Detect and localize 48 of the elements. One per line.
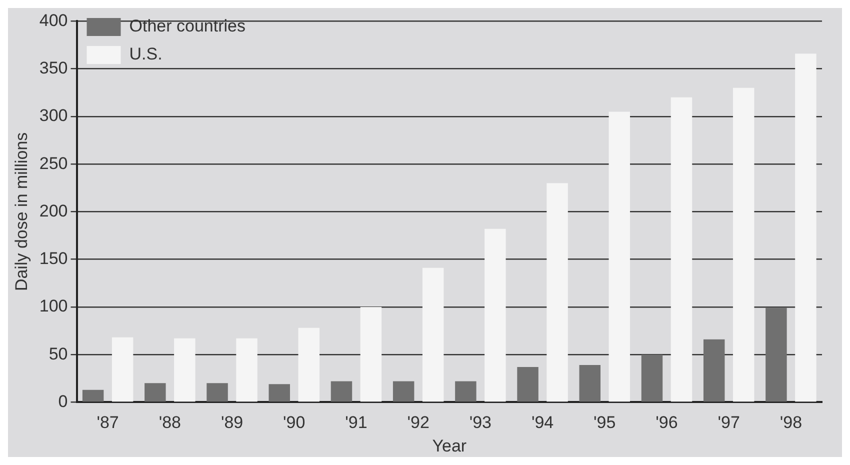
bar <box>236 338 258 402</box>
x-tick-label: '94 <box>531 413 554 432</box>
bar <box>392 381 414 402</box>
x-tick-label: '92 <box>407 413 430 432</box>
bar <box>641 354 663 402</box>
bar <box>670 97 692 402</box>
bar <box>360 306 382 402</box>
x-tick-label: '91 <box>345 413 368 432</box>
bar <box>546 183 568 402</box>
x-tick-label: '97 <box>718 413 740 432</box>
bar <box>517 366 538 402</box>
y-axis-title: Daily dose in millions <box>12 132 31 292</box>
y-tick-label: 400 <box>39 10 68 30</box>
x-tick-label: '90 <box>283 413 306 432</box>
bar <box>82 390 104 402</box>
y-tick-label: 50 <box>48 344 68 364</box>
x-axis-title: Year <box>432 436 467 456</box>
bar <box>330 381 352 402</box>
bar <box>112 337 134 402</box>
x-tick-label: '98 <box>780 413 802 432</box>
bar <box>298 328 320 402</box>
y-tick-label: 150 <box>39 249 68 268</box>
x-tick-label: '89 <box>220 413 244 432</box>
x-tick-label: '95 <box>594 413 616 432</box>
bar <box>732 88 754 402</box>
bar <box>795 54 816 402</box>
y-tick-label: 200 <box>39 201 68 220</box>
y-tick-label: 250 <box>39 154 68 173</box>
bar <box>579 365 601 402</box>
y-tick-label: 0 <box>58 392 68 411</box>
x-tick-label: '87 <box>96 413 119 432</box>
bar <box>268 384 290 402</box>
bar <box>703 339 725 402</box>
x-tick-label: '96 <box>656 413 678 432</box>
bar <box>144 383 166 402</box>
y-tick-label: 350 <box>39 58 68 78</box>
bar <box>422 268 444 402</box>
y-tick-label: 100 <box>39 296 68 316</box>
bar <box>766 308 787 402</box>
legend-label: U.S. <box>129 44 162 64</box>
bar <box>455 381 476 402</box>
bar <box>206 383 228 402</box>
bar <box>484 228 506 402</box>
bar <box>174 338 196 402</box>
y-tick-label: 300 <box>39 106 68 126</box>
x-tick-label: '88 <box>158 413 181 432</box>
x-tick-label: '93 <box>469 413 492 432</box>
bar <box>608 112 630 402</box>
